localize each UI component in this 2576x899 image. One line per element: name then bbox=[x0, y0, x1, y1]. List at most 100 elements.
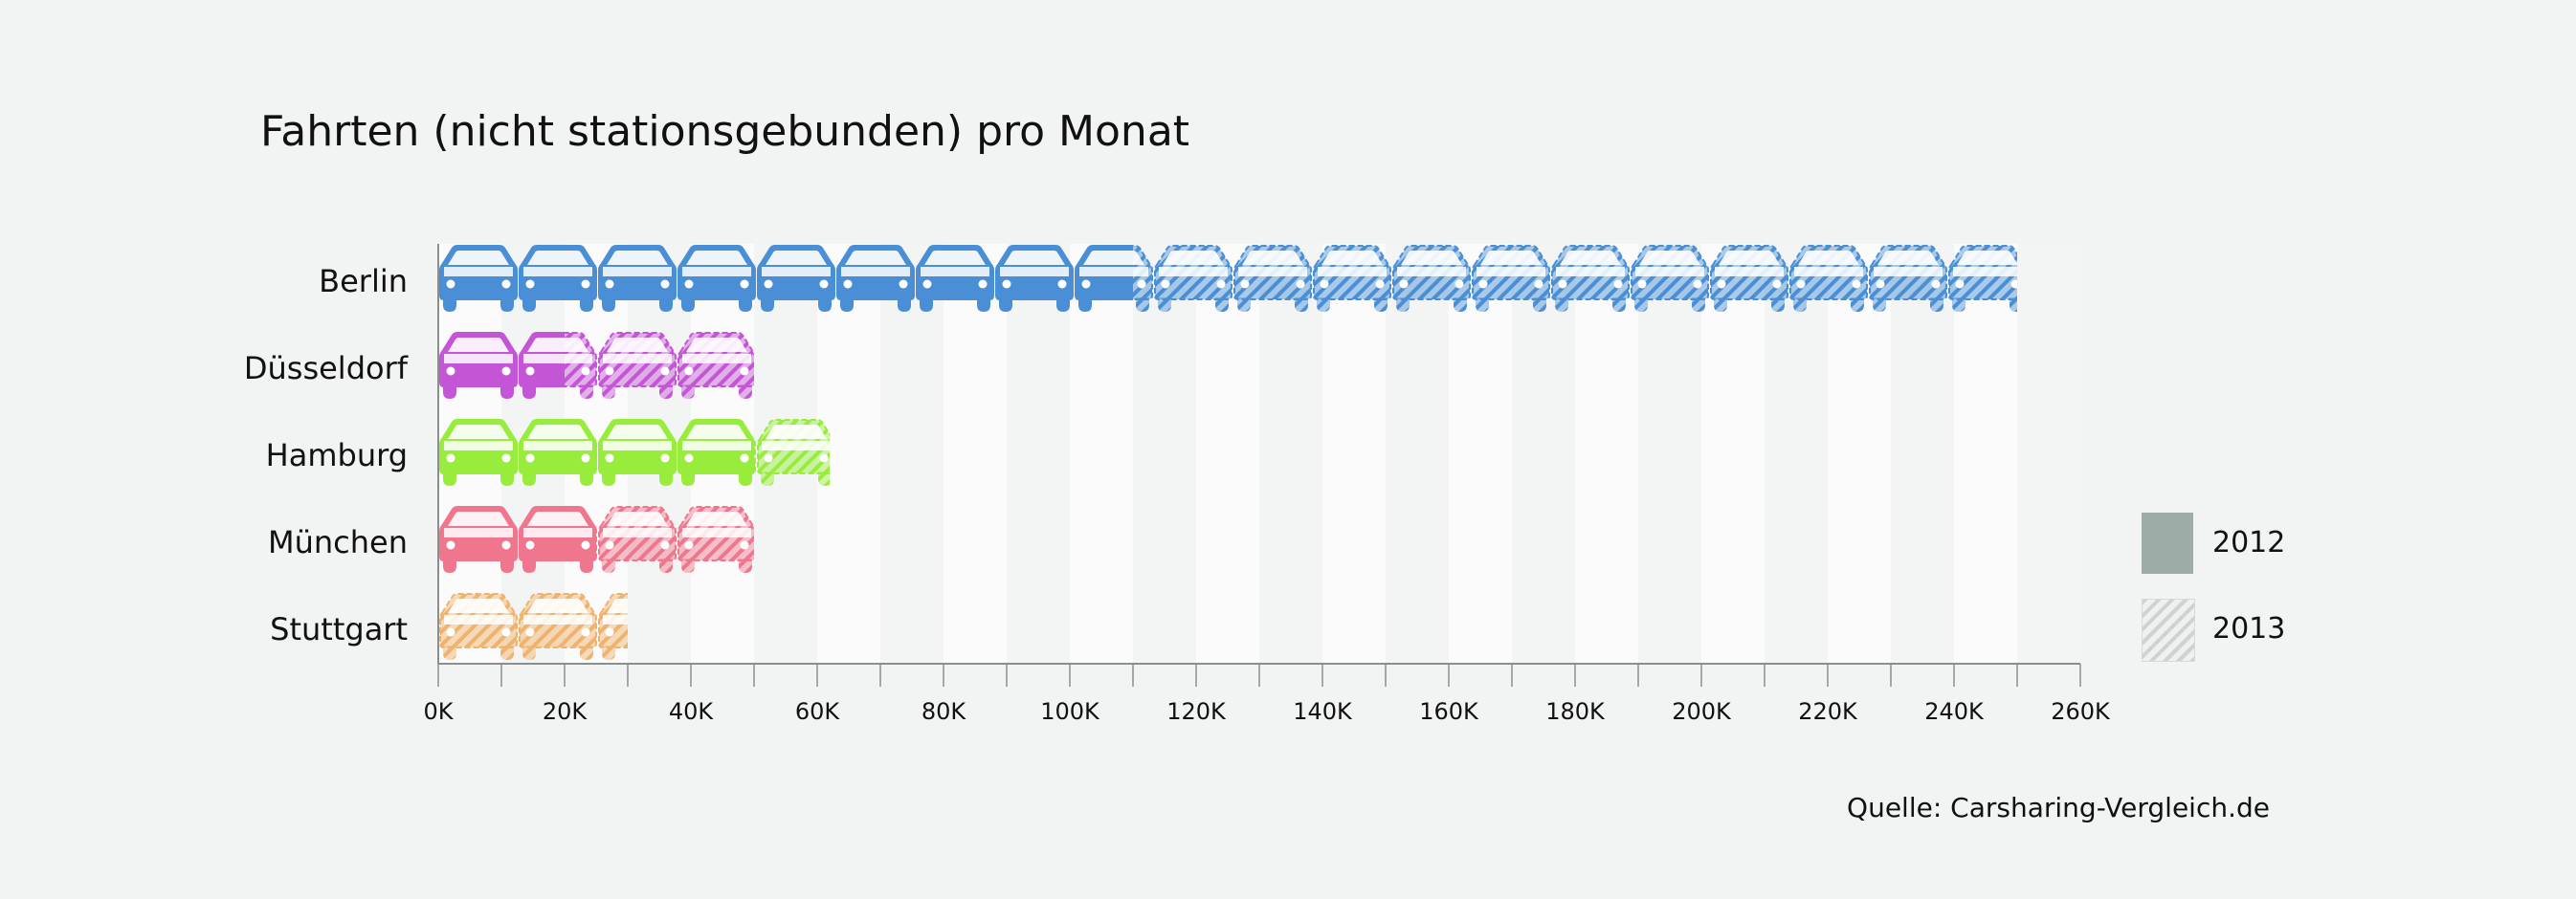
car-icon bbox=[677, 506, 754, 573]
car-icon bbox=[439, 419, 518, 486]
car-icon bbox=[519, 332, 565, 399]
grid-band bbox=[880, 244, 944, 664]
x-tick-label: 80K bbox=[922, 698, 967, 725]
car-icon bbox=[677, 419, 754, 486]
x-tick-label: 160K bbox=[1419, 698, 1479, 725]
x-tick-label: 140K bbox=[1293, 698, 1353, 725]
legend-item-2012: 2012 bbox=[2142, 513, 2381, 574]
car-icon bbox=[995, 245, 1074, 312]
bar-segment-2013 bbox=[754, 419, 831, 486]
grid-band bbox=[944, 244, 1007, 664]
car-icon bbox=[439, 593, 518, 660]
car-icon bbox=[598, 245, 677, 312]
car-icon bbox=[439, 245, 518, 312]
car-icon bbox=[754, 438, 756, 474]
bar-row-münchen bbox=[439, 506, 754, 573]
grid-band bbox=[1765, 244, 1828, 664]
grid-band bbox=[1512, 244, 1575, 664]
grid-band bbox=[1259, 244, 1322, 664]
legend-swatch-2013 bbox=[2142, 599, 2195, 662]
x-tick-label: 240K bbox=[1924, 698, 1985, 725]
legend-item-2013: 2013 bbox=[2142, 599, 2381, 662]
x-tick-label: 0K bbox=[423, 698, 454, 725]
grid-band bbox=[2017, 244, 2080, 664]
car-icon bbox=[1551, 245, 1630, 312]
grid-band bbox=[1954, 244, 2017, 664]
car-icon bbox=[598, 332, 677, 399]
bar-segment-2013 bbox=[439, 593, 628, 660]
grid-band bbox=[1701, 244, 1765, 664]
x-tick-label: 200K bbox=[1672, 698, 1732, 725]
grid-band bbox=[1575, 244, 1638, 664]
grid-band bbox=[1196, 244, 1259, 664]
car-icon bbox=[836, 245, 915, 312]
car-icon bbox=[1392, 245, 1471, 312]
category-label: Düsseldorf bbox=[244, 350, 409, 386]
bar-row-stuttgart bbox=[439, 593, 628, 660]
legend-label-2013: 2013 bbox=[2212, 612, 2286, 646]
bar-segment-2013 bbox=[596, 506, 754, 573]
category-label: Stuttgart bbox=[270, 611, 408, 647]
legend-label-2012: 2012 bbox=[2212, 526, 2286, 559]
car-icon bbox=[757, 245, 835, 312]
car-icon bbox=[1154, 245, 1232, 312]
bar-row-düsseldorf bbox=[439, 332, 754, 399]
car-icon bbox=[598, 506, 677, 573]
car-icon bbox=[1631, 245, 1709, 312]
grid-band bbox=[1638, 244, 1701, 664]
car-icon bbox=[1948, 245, 2017, 312]
car-icon bbox=[598, 593, 628, 660]
x-tick-label: 20K bbox=[543, 698, 588, 725]
car-icon bbox=[598, 419, 677, 486]
x-tick-label: 260K bbox=[2051, 698, 2111, 725]
bar-segment-2012 bbox=[439, 332, 565, 399]
grid-band bbox=[1133, 244, 1196, 664]
car-icon bbox=[757, 419, 831, 486]
grid-band bbox=[1449, 244, 1512, 664]
x-tick-label: 40K bbox=[669, 698, 715, 725]
category-label: Berlin bbox=[319, 263, 408, 299]
x-tick-label: 60K bbox=[795, 698, 841, 725]
car-icon bbox=[565, 332, 597, 399]
bar-segment-2013 bbox=[565, 332, 754, 399]
car-icon bbox=[1869, 245, 1947, 312]
car-icon bbox=[519, 593, 597, 660]
grid-band bbox=[1322, 244, 1386, 664]
category-label: Hamburg bbox=[266, 437, 408, 473]
grid-band bbox=[1386, 244, 1449, 664]
car-icon bbox=[439, 506, 518, 573]
chart-title: Fahrten (nicht stationsgebunden) pro Mon… bbox=[260, 107, 1190, 156]
grid-band bbox=[1070, 244, 1133, 664]
car-icon bbox=[677, 332, 754, 399]
bar-segment-2012 bbox=[439, 245, 1133, 312]
grid-band bbox=[1007, 244, 1070, 664]
car-icon bbox=[519, 506, 596, 573]
car-icon bbox=[1075, 245, 1133, 312]
car-icon bbox=[1133, 245, 1153, 312]
category-label: München bbox=[268, 524, 408, 560]
bar-row-berlin bbox=[439, 245, 2017, 312]
x-tick-label: 100K bbox=[1040, 698, 1100, 725]
car-icon bbox=[439, 332, 518, 399]
bar-segment-2012 bbox=[439, 506, 596, 573]
car-icon bbox=[519, 245, 597, 312]
car-icon bbox=[1710, 245, 1788, 312]
x-tick-label: 220K bbox=[1798, 698, 1858, 725]
car-icon bbox=[1472, 245, 1550, 312]
x-tick-label: 120K bbox=[1166, 698, 1227, 725]
source-note: Quelle: Carsharing-Vergleich.de bbox=[1847, 792, 2270, 823]
bar-row-hamburg bbox=[439, 419, 831, 486]
car-icon bbox=[1789, 245, 1868, 312]
bar-segment-2012 bbox=[439, 419, 754, 486]
car-icon bbox=[677, 245, 756, 312]
car-icon bbox=[519, 419, 597, 486]
x-tick-label: 180K bbox=[1545, 698, 1606, 725]
car-icon bbox=[1233, 245, 1312, 312]
grid-band bbox=[1828, 244, 1891, 664]
bar-segment-2013 bbox=[1133, 245, 2017, 312]
legend-swatch-2012 bbox=[2142, 513, 2193, 574]
car-icon bbox=[1313, 245, 1391, 312]
grid-band bbox=[1891, 244, 1954, 664]
car-icon bbox=[916, 245, 994, 312]
